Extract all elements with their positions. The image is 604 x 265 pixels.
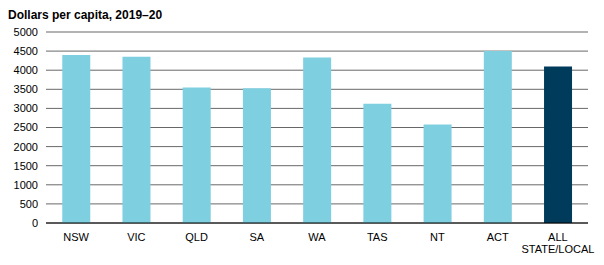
html-text:Dollars per capita, 2019–20: Dollars per capita, 2019–20 [8, 8, 163, 22]
svg-text:WA: WA [308, 231, 326, 243]
svg-text:NT: NT [430, 231, 445, 243]
svg-text:2500: 2500 [14, 121, 38, 133]
svg-text:2000: 2000 [14, 141, 38, 153]
svg-text:3500: 3500 [14, 83, 38, 95]
svg-text:4000: 4000 [14, 64, 38, 76]
svg-text:QLD: QLD [185, 231, 208, 243]
svg-text:3000: 3000 [14, 102, 38, 114]
svg-text:ALLSTATE/LOCAL: ALLSTATE/LOCAL [521, 231, 594, 255]
svg-text:NSW: NSW [63, 231, 89, 243]
svg-text:TAS: TAS [367, 231, 388, 243]
svg-text:VIC: VIC [127, 231, 145, 243]
svg-text:500: 500 [20, 198, 38, 210]
svg-text:5000: 5000 [14, 26, 38, 38]
svg-text:1000: 1000 [14, 179, 38, 191]
svg-text:4500: 4500 [14, 45, 38, 57]
svg-text:ACT: ACT [487, 231, 509, 243]
svg-text:1500: 1500 [14, 160, 38, 172]
svg-text:SA: SA [249, 231, 264, 243]
svg-text:0: 0 [32, 217, 38, 229]
